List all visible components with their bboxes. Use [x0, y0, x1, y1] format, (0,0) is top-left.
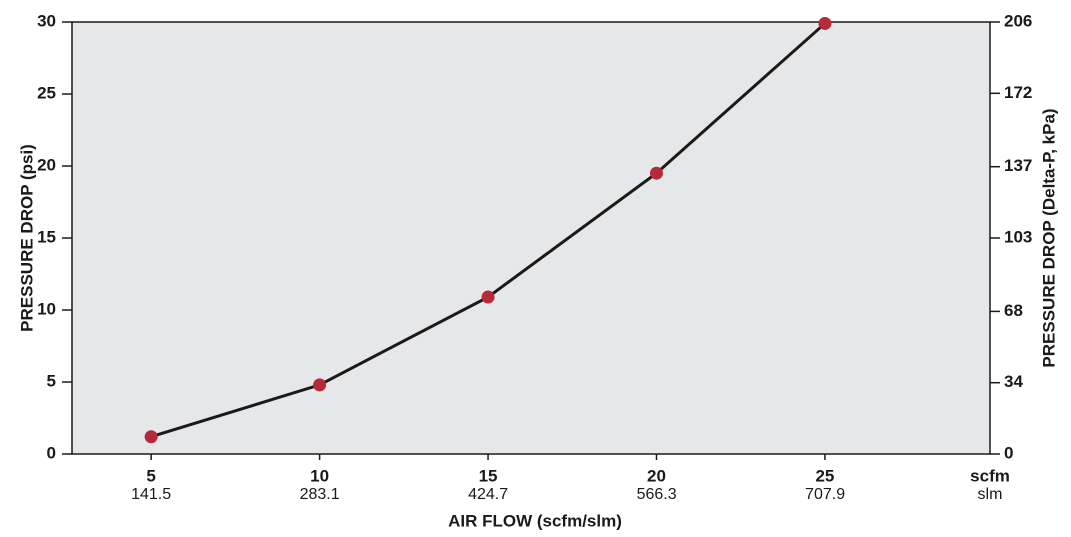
x2-tick-label: 141.5	[131, 486, 171, 503]
data-point	[818, 16, 832, 30]
x2-tick-label: 707.9	[805, 486, 845, 503]
y-tick-label: 0	[47, 443, 56, 462]
x-axis-label: AIR FLOW (scfm/slm)	[448, 511, 622, 530]
y2-tick-label: 34	[1004, 372, 1023, 391]
data-point	[481, 290, 495, 304]
y-tick-label: 30	[37, 11, 56, 30]
y-tick-label: 10	[37, 299, 56, 318]
y2-tick-label: 206	[1004, 11, 1032, 30]
y2-tick-label: 172	[1004, 83, 1032, 102]
x-unit-label: scfm	[970, 466, 1010, 485]
y-tick-label: 20	[37, 155, 56, 174]
y2-tick-label: 0	[1004, 443, 1013, 462]
y2-tick-label: 103	[1004, 227, 1032, 246]
x-tick-label: 15	[479, 466, 498, 485]
data-point	[649, 166, 663, 180]
y-tick-label: 15	[37, 227, 56, 246]
data-point	[313, 378, 327, 392]
data-point	[144, 430, 158, 444]
y2-tick-label: 68	[1004, 301, 1023, 320]
y-tick-label: 25	[37, 83, 56, 102]
x2-unit-label: slm	[978, 486, 1003, 503]
x-tick-label: 5	[146, 466, 155, 485]
y-axis-label: PRESSURE DROP (psi)	[17, 144, 36, 332]
x2-tick-label: 283.1	[300, 486, 340, 503]
x-tick-label: 25	[815, 466, 834, 485]
x2-tick-label: 566.3	[637, 486, 677, 503]
x-tick-label: 10	[310, 466, 329, 485]
plot-area	[71, 21, 991, 455]
y2-axis-label: PRESSURE DROP (Delta-P, kPa)	[1039, 108, 1058, 367]
y-tick-label: 5	[47, 371, 56, 390]
y2-tick-label: 137	[1004, 156, 1032, 175]
x2-tick-label: 424.7	[468, 486, 508, 503]
x-tick-label: 20	[647, 466, 666, 485]
